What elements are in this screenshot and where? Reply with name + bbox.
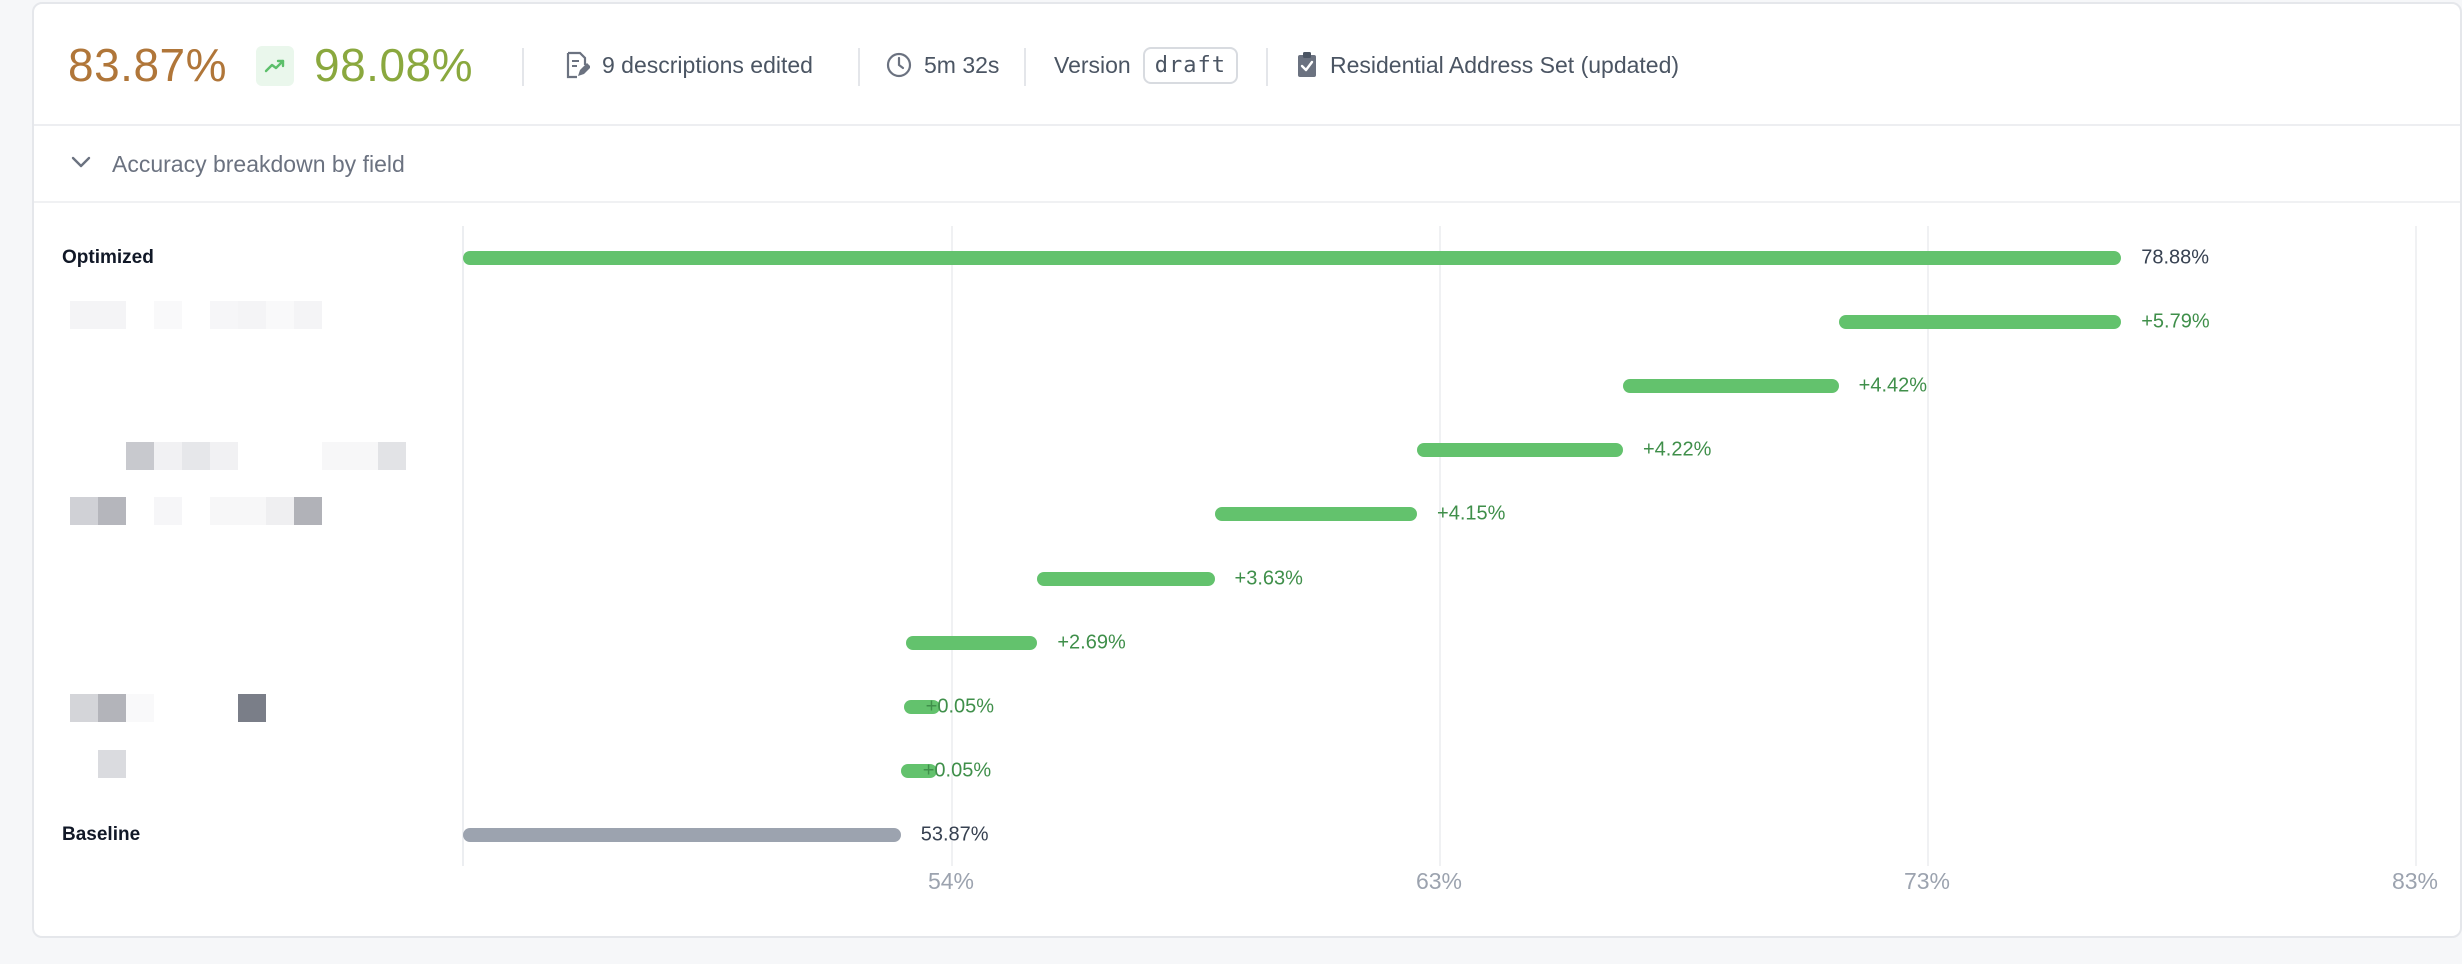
row-label-optimized: Optimized xyxy=(62,247,154,268)
results-header: 83.87% 98.08% 9 descriptions edited xyxy=(34,4,2460,126)
redacted-field-label xyxy=(126,442,406,470)
edit-document-icon xyxy=(564,51,590,79)
header-divider xyxy=(522,48,524,86)
gain-bar xyxy=(1214,507,1418,522)
breakdown-toggle-label: Accuracy breakdown by field xyxy=(112,151,405,177)
row-label-baseline: Baseline xyxy=(62,824,141,845)
gain-bar xyxy=(900,763,937,778)
redacted-field-label xyxy=(98,750,126,778)
clipboard-check-icon xyxy=(1296,51,1318,79)
gain-bar xyxy=(903,699,940,714)
bar-value-label: +5.79% xyxy=(2141,310,2210,333)
gridline xyxy=(1439,226,1441,866)
x-tick-label: 54% xyxy=(927,868,975,894)
descriptions-edited-text: 9 descriptions edited xyxy=(602,51,813,78)
gain-bar xyxy=(1037,571,1215,586)
baseline-bar xyxy=(463,827,901,842)
gain-bar xyxy=(1417,443,1623,458)
gridline xyxy=(2415,226,2417,866)
gain-bar xyxy=(1838,315,2122,330)
redacted-field-label xyxy=(70,497,322,525)
bar-value-label: 78.88% xyxy=(2141,246,2210,269)
dataset: Residential Address Set (updated) xyxy=(1296,4,1679,126)
gridline xyxy=(1927,226,1929,866)
bar-value-label: +4.42% xyxy=(1858,374,1928,397)
clock-icon xyxy=(886,52,912,78)
trend-up-icon xyxy=(256,46,294,86)
redacted-field-label xyxy=(70,301,322,329)
bar-value-label: +0.05% xyxy=(925,695,995,718)
header-divider xyxy=(1266,48,1268,86)
score-after: 98.08% xyxy=(314,39,474,91)
breakdown-toggle[interactable]: Accuracy breakdown by field xyxy=(34,128,2460,203)
x-tick-label: 73% xyxy=(1903,868,1951,894)
gain-bar xyxy=(906,635,1038,650)
score-before: 83.87% xyxy=(68,39,228,91)
header-divider xyxy=(1024,48,1026,86)
bar-value-label: +3.63% xyxy=(1234,567,1303,589)
duration-text: 5m 32s xyxy=(924,51,1000,78)
header-divider xyxy=(858,48,860,86)
bar-value-label: +0.05% xyxy=(922,759,992,782)
x-tick-label: 63% xyxy=(1415,868,1463,894)
results-card: 83.87% 98.08% 9 descriptions edited xyxy=(32,2,2462,938)
chart-axis xyxy=(462,226,464,866)
descriptions-edited: 9 descriptions edited xyxy=(564,4,813,126)
version: Version draft xyxy=(1054,4,1238,126)
version-badge: draft xyxy=(1142,46,1238,84)
optimized-bar xyxy=(463,251,2122,265)
gain-bar xyxy=(1622,379,1839,394)
chevron-down-icon xyxy=(70,155,92,174)
dataset-name: Residential Address Set (updated) xyxy=(1330,51,1680,78)
version-label: Version xyxy=(1054,51,1131,78)
bar-value-label: +4.22% xyxy=(1642,438,1712,461)
x-tick-label: 83% xyxy=(2391,868,2439,894)
bar-value-label: +2.69% xyxy=(1057,631,1126,654)
bar-value-label: 53.87% xyxy=(920,823,989,846)
accuracy-waterfall-chart: Optimized Baseline 54% 63% 73% 83% 78.88% +5.… xyxy=(34,204,2460,936)
gridline xyxy=(951,226,953,866)
bar-value-label: +4.15% xyxy=(1437,502,1506,525)
duration: 5m 32s xyxy=(886,4,999,126)
redacted-field-label xyxy=(70,694,266,722)
